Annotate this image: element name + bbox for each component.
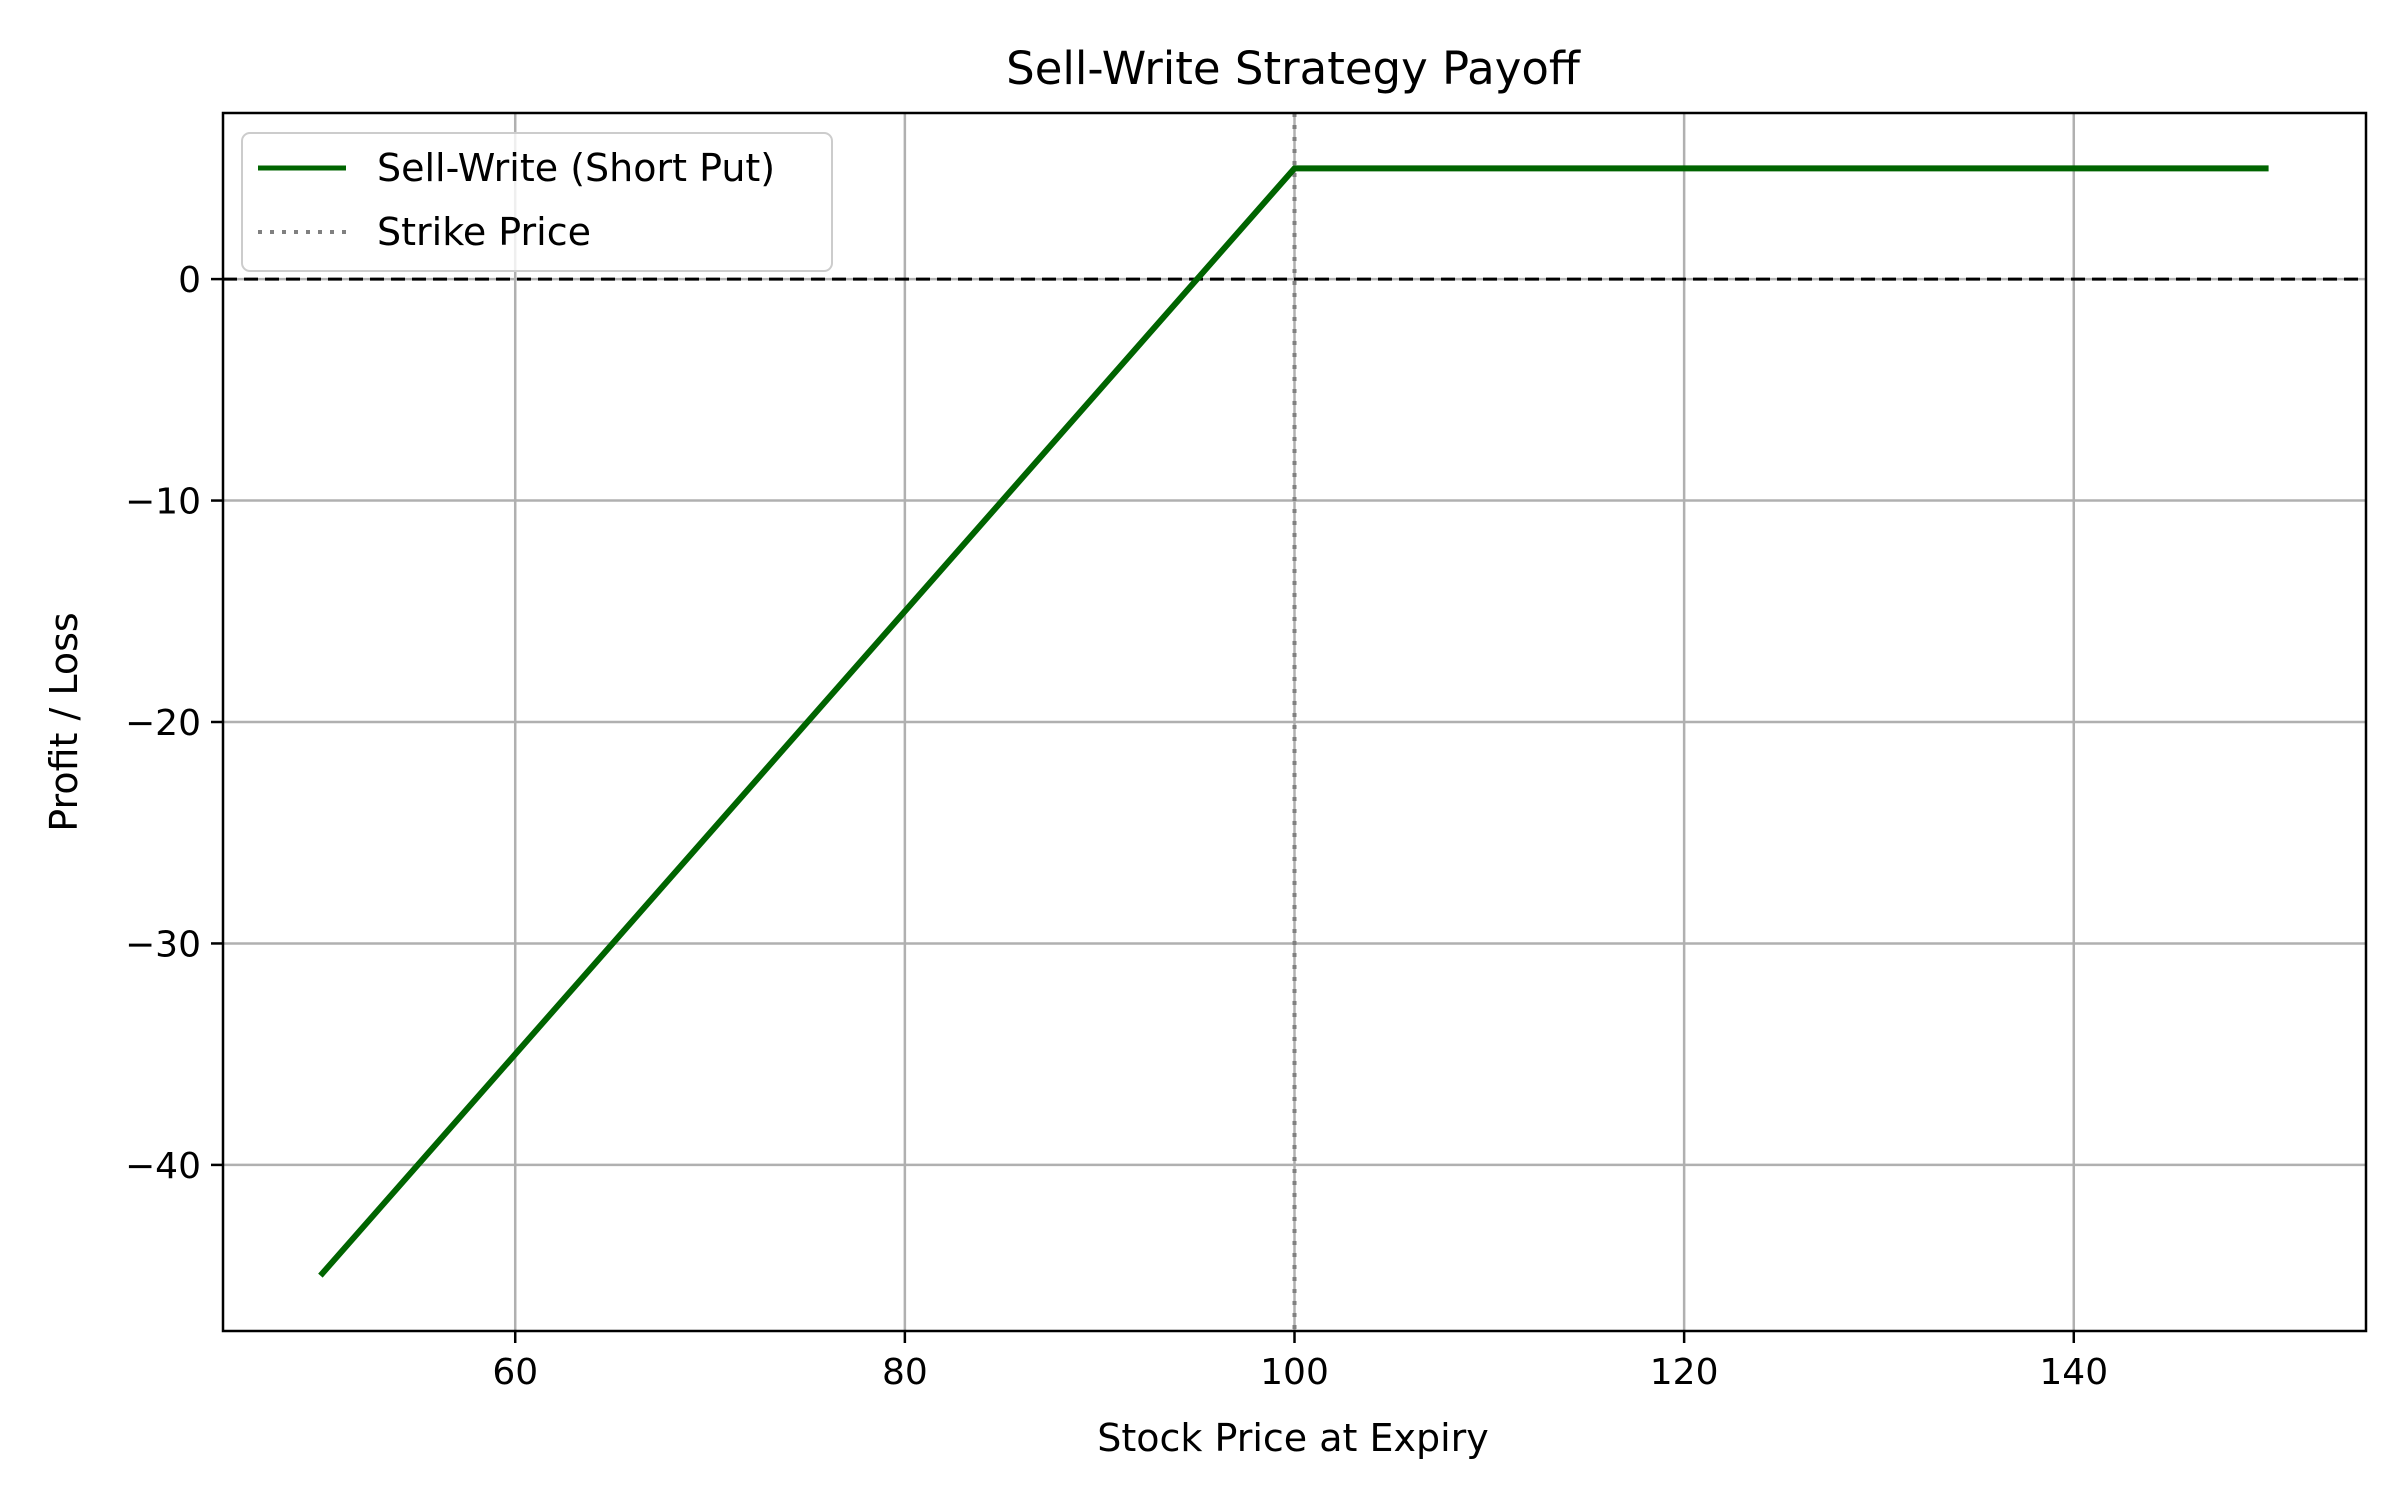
x-tick-label: 120 (1650, 1352, 1719, 1393)
x-tick-label: 60 (492, 1352, 538, 1393)
y-tick-label: −40 (125, 1146, 201, 1187)
legend-label-strike-price: Strike Price (377, 210, 591, 254)
y-tick-label: 0 (178, 260, 201, 301)
x-axis-ticks: 60 80 100 120 140 (492, 1331, 2108, 1393)
x-tick-label: 80 (882, 1352, 928, 1393)
legend: Sell-Write (Short Put) Strike Price (241, 132, 833, 272)
series-lines (318, 165, 2269, 1278)
x-tick-label: 140 (2039, 1352, 2108, 1393)
chart-title: Sell-Write Strategy Payoff (1006, 42, 1581, 95)
reference-lines (223, 113, 2366, 1331)
y-axis-ticks: 0 −10 −20 −30 −40 (125, 260, 223, 1187)
legend-label-short-put: Sell-Write (Short Put) (377, 146, 775, 190)
y-tick-label: −30 (125, 924, 201, 965)
y-tick-label: −10 (125, 482, 201, 523)
y-axis-label: Profit / Loss (42, 612, 86, 831)
series-line-short-put (318, 165, 2269, 1278)
legend-box (241, 132, 833, 272)
x-tick-label: 100 (1260, 1352, 1329, 1393)
x-axis-label: Stock Price at Expiry (1097, 1416, 1489, 1460)
y-tick-label: −20 (125, 703, 201, 744)
